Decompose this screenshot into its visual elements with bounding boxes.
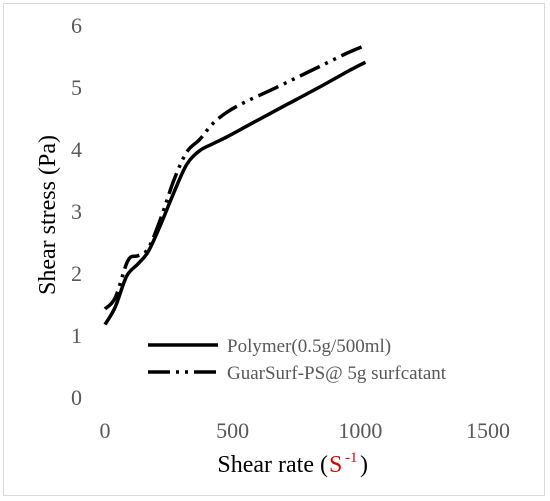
y-tick-label: 0 [71, 385, 82, 410]
series-line-polymer [103, 60, 367, 326]
x-tick-label: 1500 [466, 418, 510, 443]
x-tick-label: 0 [100, 418, 111, 443]
y-tick-label: 5 [71, 75, 82, 100]
legend-label-guarsurf: GuarSurf-PS@ 5g surfcatant [227, 363, 447, 384]
legend-label-polymer: Polymer(0.5g/500ml) [227, 336, 391, 357]
legend: Polymer(0.5g/500ml) GuarSurf-PS@ 5g surf… [148, 336, 447, 384]
x-axis-label-close: ) [360, 452, 368, 478]
y-tick-label: 6 [71, 13, 82, 38]
x-axis-unit-superscript: -1 [345, 450, 358, 466]
y-tick-label: 4 [71, 137, 82, 162]
y-axis-label: Shear stress (Pa) [35, 135, 61, 295]
series-line-guarsurf [103, 43, 367, 311]
x-axis-ticks: 0 500 1000 1500 [100, 418, 511, 443]
x-tick-label: 500 [216, 418, 249, 443]
y-tick-label: 3 [71, 199, 82, 224]
chart-frame [3, 3, 545, 496]
x-axis-unit: S [329, 452, 342, 478]
y-axis-ticks: 0 1 2 3 4 5 6 [71, 13, 82, 410]
y-tick-label: 1 [71, 323, 82, 348]
series-layer [103, 43, 367, 326]
x-axis-label: Shear rate ( [217, 452, 328, 478]
x-tick-label: 1000 [338, 418, 382, 443]
y-tick-label: 2 [71, 261, 82, 286]
